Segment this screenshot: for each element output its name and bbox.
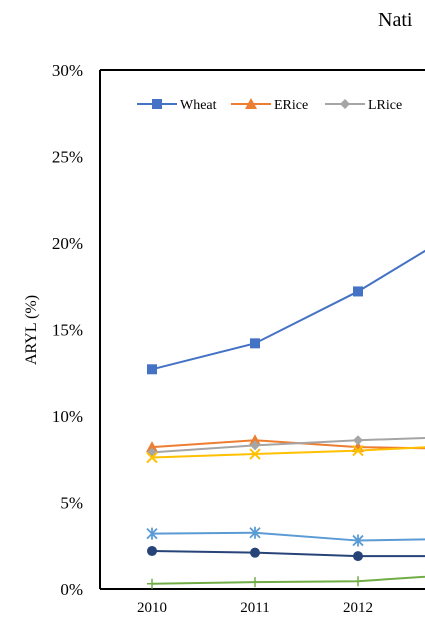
plot-area: 0% 5% 10% 15% 20% 25% 30% 2010 2011 2012 [52,61,425,616]
x-tick-label: 2012 [343,600,373,616]
data-point [249,434,261,446]
series-wheat [147,249,425,375]
legend-marker [340,99,350,109]
series-line [151,575,425,585]
data-point [146,451,158,464]
data-point [352,444,364,457]
data-point [147,578,157,589]
data-point [353,551,363,562]
series-unnamed-4 [146,526,425,547]
data-point [249,526,261,539]
legend-marker [152,99,162,109]
y-tick-label: 0% [60,580,83,599]
data-point [352,534,364,547]
series-line [151,446,425,459]
series-unnamed-6 [147,575,425,589]
data-point [147,364,157,375]
y-tick-label: 30% [52,61,83,80]
legend-entry-erice: ERice [274,98,308,113]
data-point [249,448,261,460]
series-unnamed-5 [147,545,425,562]
data-point [146,527,158,540]
y-tick-label: 10% [52,407,83,426]
data-point [250,338,260,349]
y-tick-label: 20% [52,234,83,253]
legend-marker [245,98,257,109]
data-point [147,545,157,556]
legend-entry-wheat: Wheat [180,98,217,113]
series-line [151,531,425,542]
series-lrice [147,435,425,458]
data-point [146,441,158,453]
legend-entry-lrice: LRice [368,98,402,113]
data-point [352,441,364,453]
series-line [151,549,425,558]
y-tick-label: 15% [52,321,83,340]
series-line [151,436,425,454]
x-tick-label: 2011 [240,600,269,616]
series-line [151,249,425,371]
data-point [250,440,260,451]
data-point [353,435,363,446]
data-point [353,286,363,297]
y-tick-label: 5% [60,494,83,513]
y-axis-label: ARYL (%) [23,295,40,365]
chart-title: Nati [378,9,413,31]
x-tick-label: 2010 [137,600,167,616]
series-unnamed-3 [146,444,425,464]
data-point [353,576,363,587]
y-tick-label: 25% [52,148,83,167]
data-point [250,577,260,588]
data-point [250,547,260,558]
legend: Wheat ERice LRice [137,98,402,113]
